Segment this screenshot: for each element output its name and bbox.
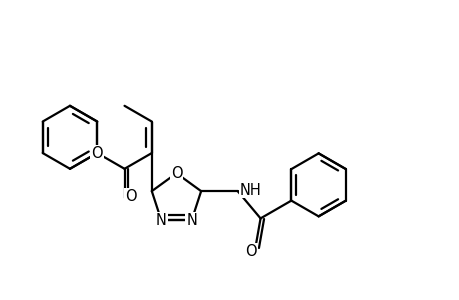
Text: N: N xyxy=(156,213,166,228)
Text: O: O xyxy=(170,166,182,181)
Text: N: N xyxy=(186,213,197,228)
Text: O: O xyxy=(91,146,103,160)
Text: NH: NH xyxy=(239,183,261,198)
Text: O: O xyxy=(124,189,136,204)
Text: O: O xyxy=(245,244,257,259)
